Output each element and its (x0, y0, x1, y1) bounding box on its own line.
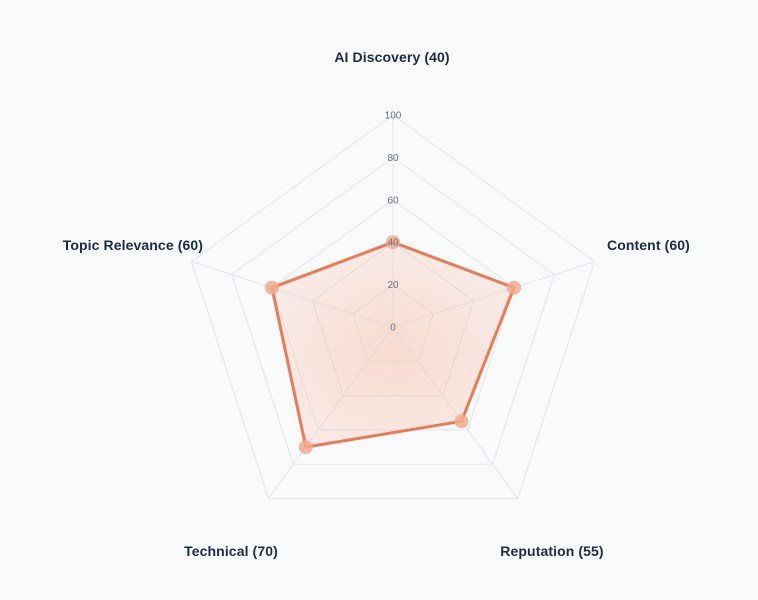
tick-label-60: 60 (387, 195, 399, 206)
tick-layer: 0 20 40 60 80 100 (385, 111, 402, 334)
axis-label-topic-relevance: Topic Relevance (60) (62, 237, 203, 253)
data-point-4[interactable] (265, 280, 279, 295)
tick-label-80: 80 (387, 153, 399, 164)
tick-label-20: 20 (387, 280, 399, 291)
grid-ring (231, 156, 555, 465)
tick-label-40: 40 (387, 238, 399, 249)
axis-label-content: Content (60) (607, 237, 690, 253)
axis-label-reputation: Reputation (55) (500, 543, 604, 559)
data-point-3[interactable] (298, 440, 313, 455)
axis-label-ai-discovery: AI Discovery (40) (334, 49, 450, 65)
data-point-1[interactable] (507, 280, 521, 295)
data-point-0[interactable] (386, 235, 400, 250)
grid-ring (190, 114, 596, 499)
data-point-2[interactable] (454, 414, 469, 429)
series-area (270, 240, 516, 449)
data-layer (265, 235, 521, 455)
axis-label-technical: Technical (70) (184, 543, 278, 559)
tick-label-100: 100 (385, 111, 402, 122)
tick-label-0: 0 (390, 323, 396, 334)
